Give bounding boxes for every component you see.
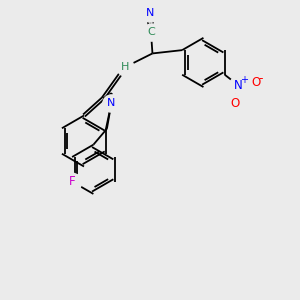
Text: H: H [121, 62, 130, 72]
Text: O: O [231, 97, 240, 110]
Text: C: C [147, 27, 155, 37]
Text: N: N [146, 8, 154, 18]
Text: F: F [69, 175, 75, 188]
Text: O: O [252, 76, 261, 89]
Text: -: - [258, 72, 262, 85]
Text: N: N [234, 79, 243, 92]
Text: +: + [240, 75, 248, 85]
Text: N: N [107, 98, 116, 108]
